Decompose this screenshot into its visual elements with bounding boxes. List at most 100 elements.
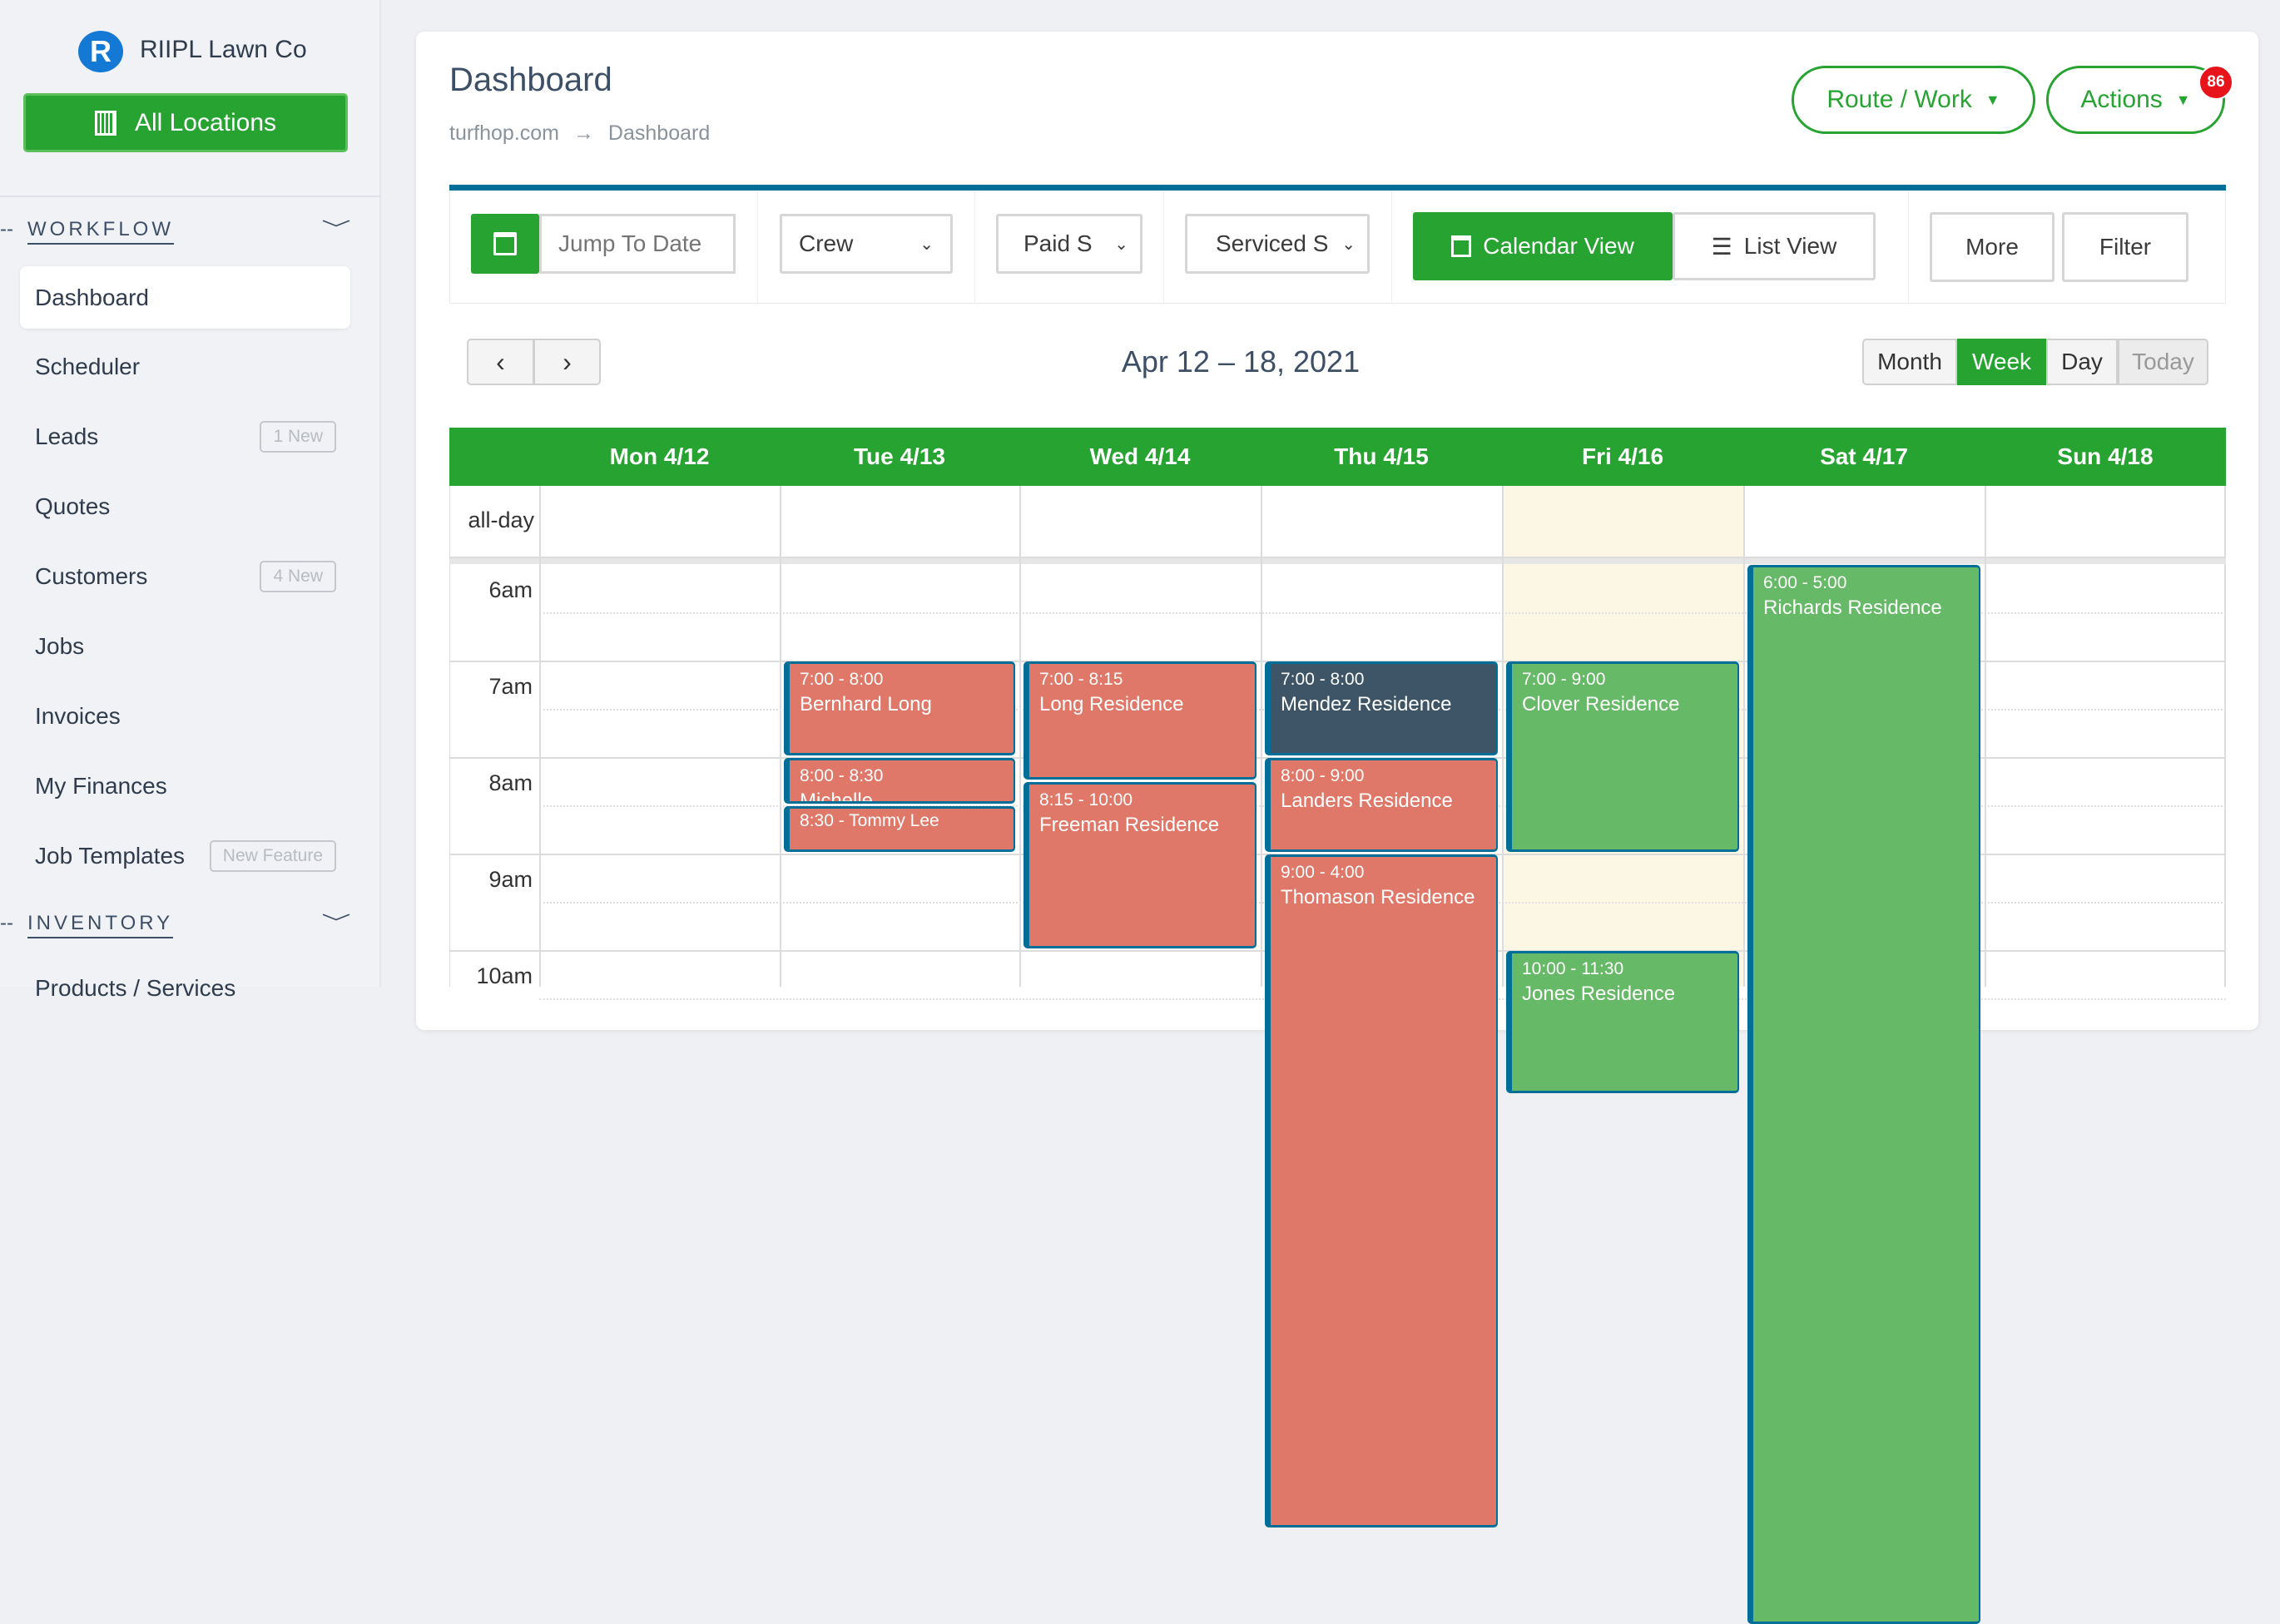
- sidebar-item-products-services[interactable]: Products / Services: [20, 957, 350, 1019]
- day-header: Mon 4/12: [609, 443, 710, 469]
- paid-status-select[interactable]: Paid S ⌄: [996, 214, 1142, 274]
- sidebar-item-label: Products / Services: [35, 974, 236, 1001]
- calendar-event[interactable]: 8:00 - 8:30 Michelle: [784, 758, 1015, 804]
- section-inventory[interactable]: INVENTORY: [27, 912, 174, 938]
- chevron-left-icon: ‹: [496, 346, 505, 377]
- day-column-line: [780, 486, 781, 987]
- sidebar-item-scheduler[interactable]: Scheduler: [20, 335, 350, 398]
- more-button[interactable]: More: [1930, 212, 2054, 282]
- paid-select-value: Paid S: [1024, 230, 1093, 256]
- sidebar-item-quotes[interactable]: Quotes: [20, 475, 350, 537]
- sidebar-item-label: Quotes: [35, 493, 111, 519]
- sidebar-item-label: Jobs: [35, 632, 85, 659]
- sidebar-item-my-finances[interactable]: My Finances: [20, 755, 350, 817]
- new-badge: 1 New: [260, 420, 336, 453]
- day-column-line: [539, 486, 541, 987]
- page-title: Dashboard: [449, 62, 612, 98]
- time-label: 9am: [488, 867, 533, 892]
- day-column-line: [1502, 486, 1504, 987]
- calendar-view-button[interactable]: Calendar View: [1413, 212, 1673, 280]
- calendar-body: [449, 486, 2226, 987]
- sidebar-item-label: Customers: [35, 562, 148, 589]
- section-dash: --: [0, 912, 13, 934]
- list-view-label: List View: [1743, 233, 1837, 259]
- event-title: Thomason Residence: [1281, 886, 1475, 909]
- calendar-event[interactable]: 7:00 - 9:00 Clover Residence: [1506, 661, 1739, 852]
- calendar-event[interactable]: 10:00 - 11:30 Jones Residence: [1506, 951, 1739, 1093]
- prev-week-button[interactable]: ‹: [467, 339, 534, 385]
- time-label: 7am: [488, 674, 533, 699]
- day-header: Fri 4/16: [1581, 443, 1664, 469]
- list-view-button[interactable]: ☰ List View: [1673, 212, 1876, 280]
- chevron-down-icon[interactable]: ﹀: [321, 913, 351, 933]
- event-time: 6:00 - 5:00: [1763, 573, 1847, 592]
- serviced-status-select[interactable]: Serviced S ⌄: [1185, 214, 1370, 274]
- notification-badge: 86: [2198, 65, 2233, 100]
- serviced-select-value: Serviced S: [1216, 230, 1329, 256]
- day-column-line: [1743, 486, 1745, 987]
- jump-to-date-input[interactable]: [539, 214, 736, 274]
- sidebar-item-label: Invoices: [35, 702, 121, 729]
- divider: [1908, 191, 1909, 304]
- crew-select[interactable]: Crew ⌄: [780, 214, 953, 274]
- view-month-button[interactable]: Month: [1862, 339, 1957, 385]
- sidebar-item-invoices[interactable]: Invoices: [20, 685, 350, 747]
- chevron-right-icon: ›: [563, 346, 572, 377]
- event-title: Richards Residence: [1763, 597, 1942, 619]
- breadcrumb-home[interactable]: turfhop.com: [449, 121, 560, 145]
- calendar-event[interactable]: 7:00 - 8:00 Bernhard Long: [784, 661, 1015, 755]
- sidebar-item-dashboard[interactable]: Dashboard: [20, 266, 350, 329]
- calendar-event[interactable]: 7:00 - 8:15 Long Residence: [1024, 661, 1256, 780]
- filter-button[interactable]: Filter: [2062, 212, 2188, 282]
- sidebar-item-label: My Finances: [35, 772, 167, 799]
- calendar-event[interactable]: 6:00 - 5:00 Richards Residence: [1747, 565, 1980, 1624]
- divider: [974, 191, 975, 304]
- sidebar-item-jobs[interactable]: Jobs: [20, 615, 350, 677]
- chevron-down-icon: ⌄: [1114, 235, 1128, 254]
- new-badge: 4 New: [260, 560, 336, 592]
- all-locations-button[interactable]: All Locations: [23, 93, 348, 152]
- calendar-icon: [1451, 235, 1472, 257]
- toolbar: [449, 191, 2226, 304]
- route-work-button[interactable]: Route / Work ▼: [1792, 66, 2035, 134]
- view-week-button[interactable]: Week: [1957, 339, 2046, 385]
- sidebar-item-customers[interactable]: Customers 4 New: [20, 545, 350, 607]
- event-time: 8:00 - 8:30: [800, 766, 884, 785]
- route-work-label: Route / Work: [1826, 86, 1972, 113]
- calendar-view-label: Calendar View: [1483, 233, 1634, 259]
- sidebar-item-leads[interactable]: Leads 1 New: [20, 405, 350, 468]
- calendar-event[interactable]: 9:00 - 4:00 Thomason Residence: [1265, 854, 1498, 1527]
- half-hour-line: [539, 612, 2226, 614]
- event-time: 8:00 - 9:00: [1281, 766, 1365, 785]
- calendar-event[interactable]: 8:00 - 9:00 Landers Residence: [1265, 758, 1498, 852]
- calendar-event[interactable]: 8:30 - Tommy Lee: [784, 806, 1015, 852]
- event-title: Bernhard Long: [800, 693, 932, 715]
- sidebar-item-label: Leads: [35, 423, 99, 449]
- actions-label: Actions: [2080, 86, 2163, 113]
- chevron-down-icon[interactable]: ﹀: [321, 219, 351, 240]
- next-week-button[interactable]: ›: [533, 339, 601, 385]
- calendar-event[interactable]: 8:15 - 10:00 Freeman Residence: [1024, 782, 1256, 948]
- chevron-down-icon: ⌄: [1341, 235, 1356, 254]
- event-title: Long Residence: [1039, 693, 1184, 715]
- view-day-button[interactable]: Day: [2046, 339, 2118, 385]
- section-workflow[interactable]: WORKFLOW: [27, 218, 174, 245]
- event-title: Clover Residence: [1522, 693, 1680, 715]
- calendar-icon: [493, 232, 517, 255]
- actions-button[interactable]: Actions ▼: [2046, 66, 2225, 134]
- day-header: Tue 4/13: [854, 443, 945, 469]
- divider: [0, 196, 381, 197]
- sidebar-item-job-templates[interactable]: Job Templates New Feature: [20, 824, 350, 887]
- day-column-line: [1985, 486, 1986, 987]
- day-header: Thu 4/15: [1334, 443, 1429, 469]
- all-day-label: all-day: [468, 508, 534, 532]
- event-time: 8:15 - 10:00: [1039, 790, 1133, 810]
- calendar-picker-button[interactable]: [471, 214, 539, 274]
- event-title: Freeman Residence: [1039, 814, 1220, 836]
- calendar-event[interactable]: 7:00 - 8:00 Mendez Residence: [1265, 661, 1498, 755]
- event-title: Mendez Residence: [1281, 693, 1452, 715]
- today-button[interactable]: Today: [2118, 339, 2208, 385]
- day-column-line: [1261, 486, 1262, 987]
- sidebar: R RIIPL Lawn Co All Locations -- WORKFLO…: [0, 0, 381, 1001]
- event-time: 8:30 - Tommy Lee: [800, 811, 939, 830]
